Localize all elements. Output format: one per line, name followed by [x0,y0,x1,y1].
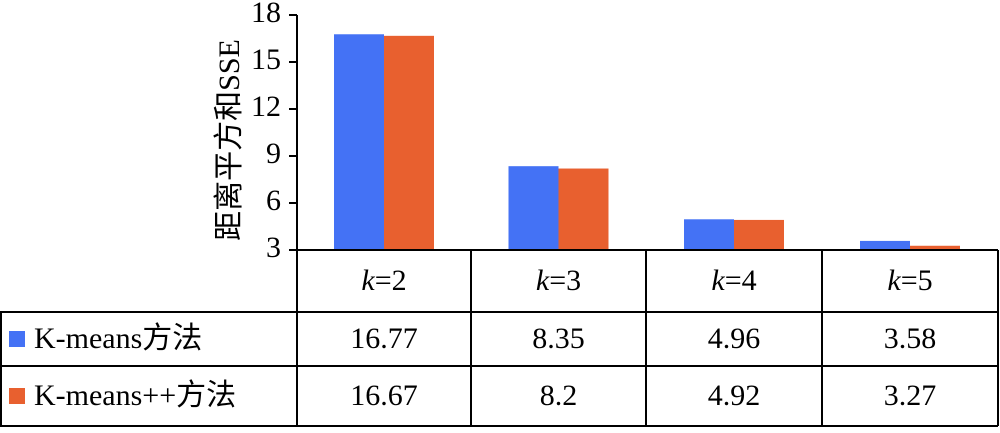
x-tick-label-var: k [536,264,550,297]
y-tick-label: 6 [266,184,281,217]
y-tick-label: 3 [266,231,281,264]
x-tick-label: k=3 [536,264,581,297]
bar [684,219,734,250]
y-tick-label: 9 [266,137,281,170]
y-tick-label: 12 [251,90,281,123]
data-label: 8.35 [532,322,585,355]
x-tick-label-rest: =4 [725,264,757,297]
legend-swatch [9,388,25,404]
x-tick-label-var: k [361,264,375,297]
bar [860,240,910,250]
bar [334,34,384,250]
legend-label: K-means方法 [34,322,202,355]
x-tick-label-rest: =2 [375,264,407,297]
bar [910,245,960,250]
x-tick-label: k=4 [711,264,756,297]
y-tick-label: 18 [251,0,281,29]
data-label: 3.58 [884,322,937,355]
x-tick-label-rest: =5 [901,264,933,297]
x-tick-label-var: k [711,264,725,297]
data-table: k=2 k=3 k=4 k=5K-means方法 16.77 8.35 4.96 3.58K-… [0,249,999,427]
bar [734,219,784,250]
y-tick-label: 15 [251,43,281,76]
bar [508,166,559,250]
data-label: 4.96 [708,322,761,355]
legend-label: K-means++方法 [34,379,236,412]
bar [558,168,609,250]
y-axis-label: 距离平方和SSE [213,39,246,241]
x-tick-label-rest: =3 [549,264,581,297]
data-label: 3.27 [884,379,937,412]
data-label: 8.2 [540,379,578,412]
data-label: 4.92 [708,379,761,412]
data-label: 16.77 [350,322,418,355]
x-tick-label-var: k [887,264,901,297]
x-tick-label: k=2 [361,264,406,297]
y-axis: 3 6 9 12 15 18 [251,0,298,264]
bars-layer [334,34,960,250]
x-tick-label: k=5 [887,264,932,297]
bar [384,35,434,250]
data-label: 16.67 [350,379,418,412]
legend-swatch [9,331,25,347]
